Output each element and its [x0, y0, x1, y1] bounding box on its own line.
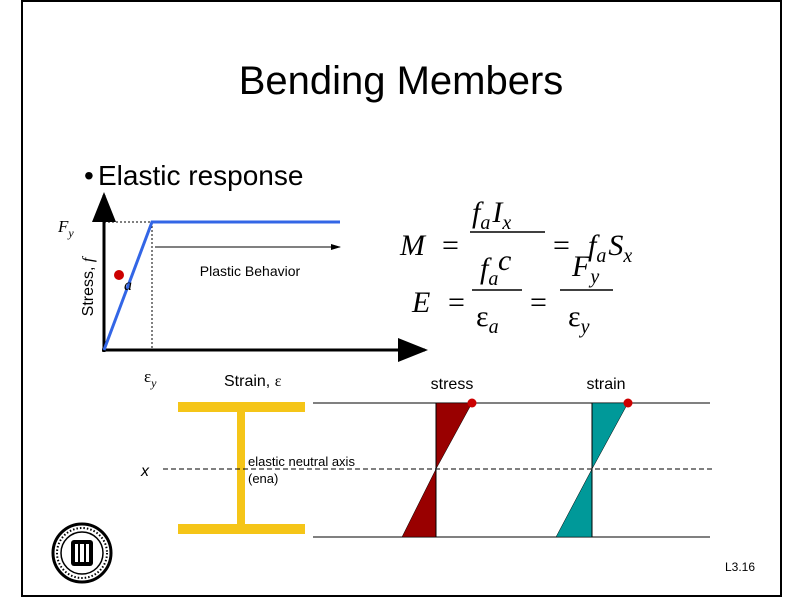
axis-label: elastic neutral axis — [248, 454, 355, 469]
sym: F — [57, 217, 69, 236]
stress-strain-graph: Plastic Behavior a Fy Stress, f εy Strai… — [57, 192, 428, 390]
sub: y — [588, 266, 599, 288]
logo — [51, 522, 113, 584]
sym: I — [491, 196, 504, 229]
plastic-label: Plastic Behavior — [200, 263, 301, 279]
web — [237, 410, 245, 526]
slide-border — [21, 0, 782, 597]
axis-symbol: x — [140, 463, 150, 480]
eq-symbol: M — [399, 229, 427, 262]
title: Bending Members — [239, 59, 564, 103]
strain-point — [623, 398, 633, 408]
denominator: c — [498, 244, 511, 277]
eq-sign: = — [530, 286, 547, 319]
cross-section: x elastic neutral axis (ena) stress stra… — [140, 376, 715, 538]
sub: a — [488, 268, 498, 290]
y-axis-label: Stress, f — [80, 255, 97, 316]
stress-label: stress — [431, 376, 474, 393]
strain-label: strain — [586, 376, 625, 393]
bottom-flange — [178, 524, 305, 534]
axis-label: (ena) — [248, 471, 278, 486]
numerator: Fy — [571, 250, 599, 288]
sub: y — [579, 316, 590, 338]
sym: S — [608, 229, 623, 262]
stress-point — [467, 398, 477, 408]
fy-label: Fy — [57, 217, 74, 240]
bullet-text: Elastic response — [98, 160, 303, 191]
eq-sign: = — [448, 286, 465, 319]
slide-number: L3.16 — [725, 560, 755, 574]
sub: a — [480, 212, 490, 234]
ey-label: εy — [144, 367, 157, 390]
sub: a — [489, 316, 499, 338]
label: Stress, — [80, 262, 97, 316]
sub: y — [150, 376, 157, 390]
eq-sign: = — [553, 229, 570, 262]
sym: f — [80, 255, 97, 262]
equation-1: M = faIx c = faSx — [399, 196, 632, 277]
top-flange — [178, 402, 305, 412]
sub: a — [596, 245, 606, 267]
sym: ε — [568, 300, 581, 333]
point-a — [114, 270, 124, 280]
equation-2: E = fa εa = Fy εy — [411, 250, 613, 338]
x-axis-label: Strain, ε — [224, 373, 282, 390]
sub: x — [622, 245, 632, 267]
point-label: a — [124, 277, 132, 294]
stress-strain-curve — [102, 220, 340, 351]
sym: ε — [275, 373, 282, 390]
denominator: εa — [476, 300, 499, 338]
denominator: εy — [568, 300, 590, 338]
sub: x — [501, 212, 511, 234]
sym: ε — [144, 367, 151, 386]
label: Strain, — [224, 373, 275, 390]
sub: y — [67, 226, 74, 240]
sym: ε — [476, 300, 489, 333]
bullet-marker: • — [84, 160, 94, 191]
sym: F — [571, 250, 591, 283]
eq-sign: = — [442, 229, 459, 262]
eq-symbol: E — [411, 286, 430, 319]
